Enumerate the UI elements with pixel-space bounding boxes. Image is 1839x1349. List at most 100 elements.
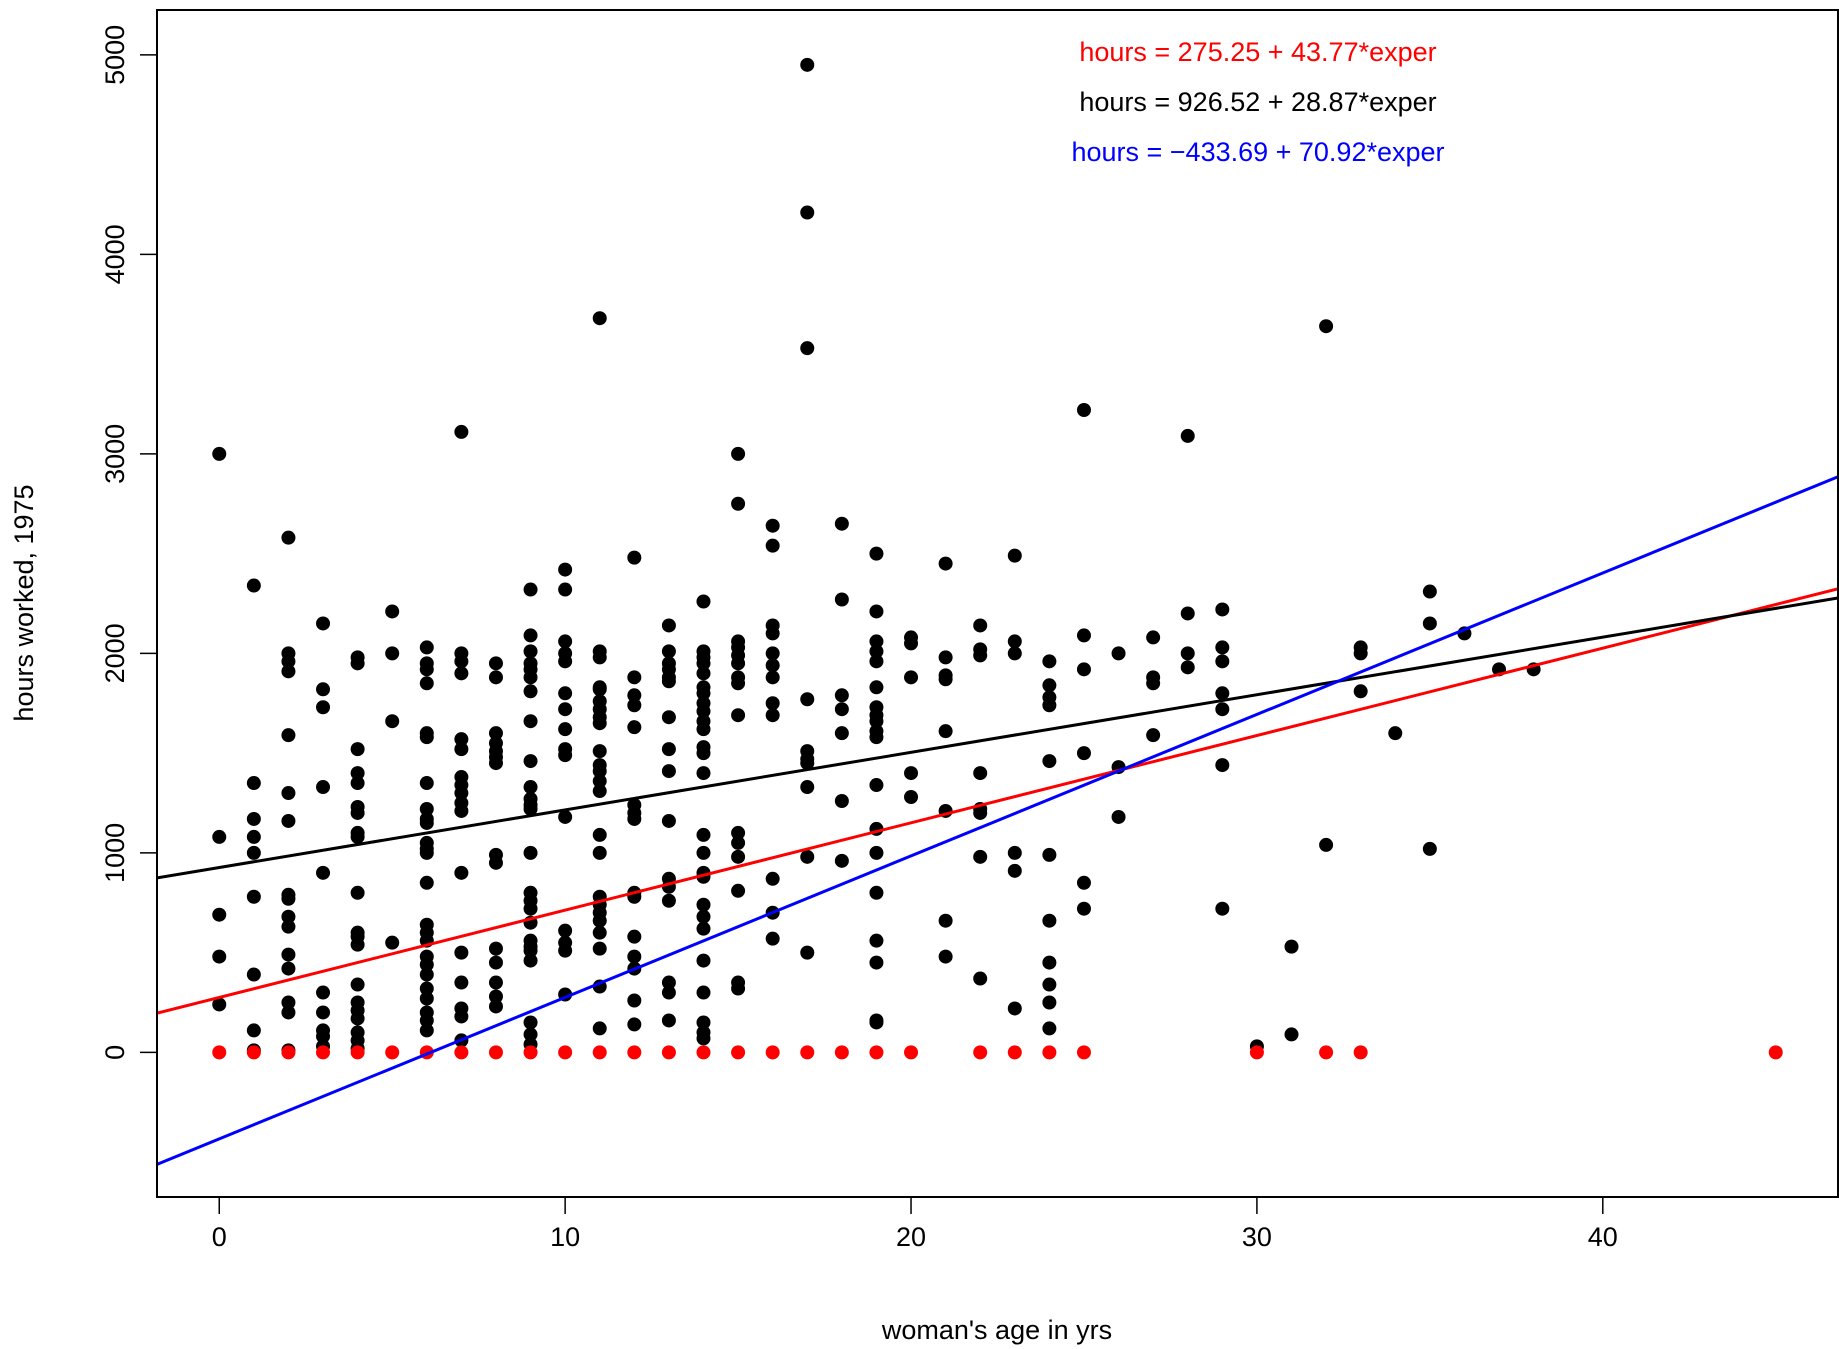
regression-line xyxy=(157,475,1838,1166)
data-point xyxy=(523,953,538,968)
data-point xyxy=(731,981,746,996)
data-point xyxy=(454,654,469,669)
data-point xyxy=(350,766,365,781)
data-point xyxy=(1422,616,1437,631)
data-point xyxy=(696,746,711,761)
data-point xyxy=(938,724,953,739)
data-point xyxy=(558,748,573,763)
data-point xyxy=(869,644,884,659)
data-point xyxy=(246,811,261,826)
data-point xyxy=(316,985,331,1000)
y-tick-label: 5000 xyxy=(100,25,130,85)
data-point xyxy=(523,1045,538,1060)
data-point xyxy=(488,989,503,1004)
data-point xyxy=(246,889,261,904)
data-point xyxy=(696,656,711,671)
data-point xyxy=(350,776,365,791)
data-point xyxy=(523,754,538,769)
data-point xyxy=(731,656,746,671)
data-point xyxy=(800,945,815,960)
data-point xyxy=(1146,630,1161,645)
data-point xyxy=(281,664,296,679)
data-point xyxy=(350,937,365,952)
data-point xyxy=(419,801,434,816)
data-point xyxy=(731,825,746,840)
data-point xyxy=(419,776,434,791)
data-point xyxy=(627,688,642,703)
data-point xyxy=(592,784,607,799)
data-point xyxy=(212,907,227,922)
data-point xyxy=(454,803,469,818)
data-point xyxy=(765,708,780,723)
data-point xyxy=(1111,646,1126,661)
data-point xyxy=(834,853,849,868)
data-point xyxy=(419,981,434,996)
data-point xyxy=(246,829,261,844)
data-point xyxy=(558,562,573,577)
data-point xyxy=(419,1023,434,1038)
data-point xyxy=(904,1045,919,1060)
data-point xyxy=(281,891,296,906)
data-point xyxy=(1215,640,1230,655)
data-point xyxy=(765,658,780,673)
data-point xyxy=(1180,660,1195,675)
data-point xyxy=(765,538,780,553)
equation-label: hours = 275.25 + 43.77*exper xyxy=(1079,37,1436,67)
data-point xyxy=(973,618,988,633)
data-point xyxy=(834,794,849,809)
data-point xyxy=(938,556,953,571)
data-point xyxy=(869,730,884,745)
data-point xyxy=(904,790,919,805)
data-point xyxy=(904,766,919,781)
data-point xyxy=(350,805,365,820)
data-point xyxy=(1076,746,1091,761)
data-point xyxy=(800,780,815,795)
data-point xyxy=(592,650,607,665)
equation-label: hours = −433.69 + 70.92*exper xyxy=(1071,137,1444,167)
data-point xyxy=(419,1013,434,1028)
data-point xyxy=(1180,606,1195,621)
data-point xyxy=(316,1029,331,1044)
data-point xyxy=(661,618,676,633)
data-point xyxy=(281,947,296,962)
data-point xyxy=(523,801,538,816)
data-point xyxy=(800,849,815,864)
data-point xyxy=(973,849,988,864)
data-point xyxy=(592,774,607,789)
data-point xyxy=(1007,548,1022,563)
data-point xyxy=(1146,728,1161,743)
data-point xyxy=(1353,1045,1368,1060)
data-point xyxy=(1319,1045,1334,1060)
data-point xyxy=(385,604,400,619)
data-point xyxy=(1042,698,1057,713)
data-point xyxy=(212,1045,227,1060)
data-point xyxy=(419,967,434,982)
data-point xyxy=(316,682,331,697)
data-point xyxy=(627,698,642,713)
x-tick-label: 20 xyxy=(896,1222,926,1252)
data-point xyxy=(419,845,434,860)
data-point xyxy=(454,732,469,747)
data-point xyxy=(419,676,434,691)
data-point xyxy=(488,855,503,870)
data-point xyxy=(523,780,538,795)
data-point xyxy=(731,883,746,898)
data-point xyxy=(558,923,573,938)
data-point xyxy=(212,829,227,844)
data-point xyxy=(765,931,780,946)
data-point xyxy=(488,955,503,970)
data-point xyxy=(212,446,227,461)
data-point xyxy=(1249,1045,1264,1060)
y-tick-label: 1000 xyxy=(100,823,130,883)
data-point xyxy=(488,999,503,1014)
data-point xyxy=(661,985,676,1000)
data-point xyxy=(592,913,607,928)
data-point xyxy=(765,626,780,641)
data-point xyxy=(1215,901,1230,916)
data-point xyxy=(696,1045,711,1060)
data-point xyxy=(281,786,296,801)
data-point xyxy=(523,644,538,659)
data-point xyxy=(1007,646,1022,661)
data-point xyxy=(731,708,746,723)
data-point xyxy=(973,971,988,986)
